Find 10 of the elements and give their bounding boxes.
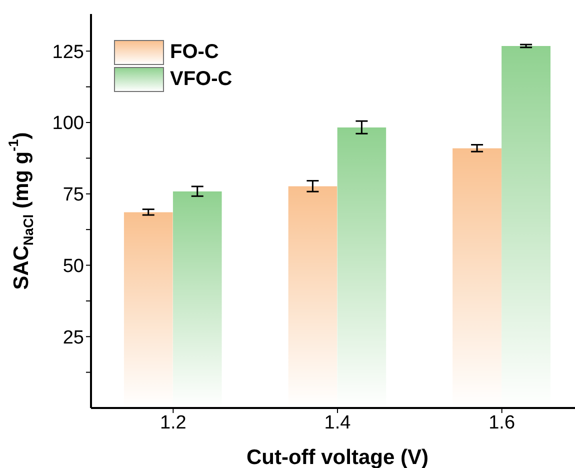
legend-label: VFO-C — [170, 68, 232, 91]
y-tick-label: 50 — [62, 256, 84, 277]
y-tick-label: 75 — [62, 184, 84, 206]
x-tick-label: 1.4 — [324, 412, 352, 434]
legend-label: FO-C — [170, 41, 219, 64]
y-tick-label: 125 — [52, 42, 84, 63]
y-tick-label: 100 — [52, 113, 84, 134]
x-tick-label: 1.6 — [488, 412, 516, 434]
y-tick-label: 25 — [62, 327, 84, 348]
x-tick-label: 1.2 — [160, 412, 186, 434]
